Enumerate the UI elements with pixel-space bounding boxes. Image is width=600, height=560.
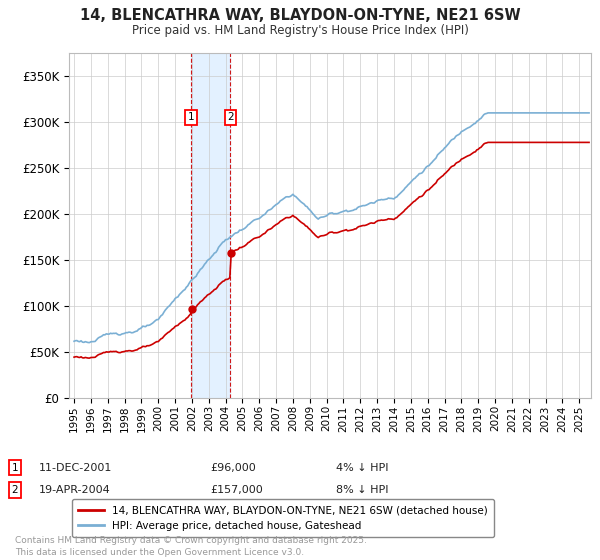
Text: £96,000: £96,000 [210,463,256,473]
Text: £157,000: £157,000 [210,485,263,495]
Text: 1: 1 [11,463,19,473]
Text: Price paid vs. HM Land Registry's House Price Index (HPI): Price paid vs. HM Land Registry's House … [131,24,469,36]
Text: 2: 2 [227,113,234,123]
Bar [191,53,230,398]
Text: 19-APR-2004: 19-APR-2004 [39,485,111,495]
Text: Contains HM Land Registry data © Crown copyright and database right 2025.
This d: Contains HM Land Registry data © Crown c… [15,536,367,557]
Text: 1: 1 [188,113,194,123]
Text: 4% ↓ HPI: 4% ↓ HPI [336,463,389,473]
Text: 8% ↓ HPI: 8% ↓ HPI [336,485,389,495]
Text: 11-DEC-2001: 11-DEC-2001 [39,463,112,473]
Text: 2: 2 [11,485,19,495]
Legend: 14, BLENCATHRA WAY, BLAYDON-ON-TYNE, NE21 6SW (detached house), HPI: Average pri: 14, BLENCATHRA WAY, BLAYDON-ON-TYNE, NE2… [71,500,494,537]
Text: 14, BLENCATHRA WAY, BLAYDON-ON-TYNE, NE21 6SW: 14, BLENCATHRA WAY, BLAYDON-ON-TYNE, NE2… [80,8,520,24]
